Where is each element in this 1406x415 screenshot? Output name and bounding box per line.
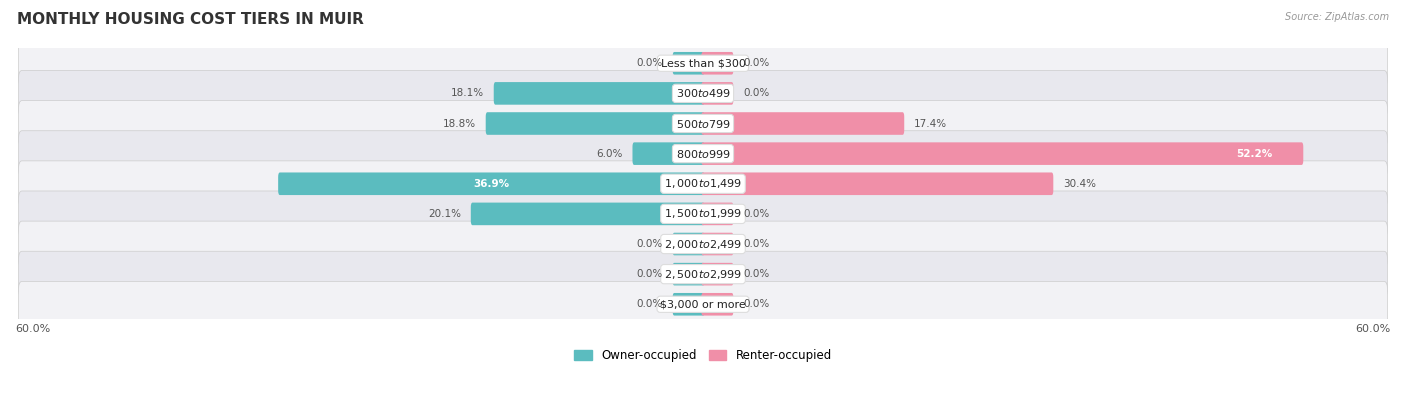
FancyBboxPatch shape	[672, 293, 704, 315]
FancyBboxPatch shape	[18, 40, 1388, 86]
FancyBboxPatch shape	[702, 112, 904, 135]
FancyBboxPatch shape	[18, 100, 1388, 146]
FancyBboxPatch shape	[633, 142, 704, 165]
FancyBboxPatch shape	[702, 233, 734, 255]
FancyBboxPatch shape	[18, 251, 1388, 297]
Text: Source: ZipAtlas.com: Source: ZipAtlas.com	[1285, 12, 1389, 22]
Legend: Owner-occupied, Renter-occupied: Owner-occupied, Renter-occupied	[574, 349, 832, 362]
FancyBboxPatch shape	[18, 161, 1388, 207]
FancyBboxPatch shape	[18, 281, 1388, 327]
FancyBboxPatch shape	[471, 203, 704, 225]
Text: 0.0%: 0.0%	[744, 299, 769, 309]
Text: 36.9%: 36.9%	[474, 179, 509, 189]
Text: 0.0%: 0.0%	[744, 209, 769, 219]
FancyBboxPatch shape	[18, 191, 1388, 237]
Text: $300 to $499: $300 to $499	[675, 88, 731, 99]
FancyBboxPatch shape	[18, 131, 1388, 176]
Text: 0.0%: 0.0%	[637, 58, 662, 68]
Text: 0.0%: 0.0%	[744, 58, 769, 68]
FancyBboxPatch shape	[702, 142, 1303, 165]
Text: $1,500 to $1,999: $1,500 to $1,999	[664, 208, 742, 220]
Text: 60.0%: 60.0%	[15, 324, 51, 334]
Text: 0.0%: 0.0%	[744, 269, 769, 279]
FancyBboxPatch shape	[485, 112, 704, 135]
Text: 20.1%: 20.1%	[427, 209, 461, 219]
Text: MONTHLY HOUSING COST TIERS IN MUIR: MONTHLY HOUSING COST TIERS IN MUIR	[17, 12, 364, 27]
FancyBboxPatch shape	[18, 221, 1388, 267]
Text: 18.1%: 18.1%	[451, 88, 484, 98]
Text: 0.0%: 0.0%	[744, 239, 769, 249]
FancyBboxPatch shape	[702, 173, 1053, 195]
FancyBboxPatch shape	[702, 82, 734, 105]
Text: 17.4%: 17.4%	[914, 119, 948, 129]
Text: 30.4%: 30.4%	[1063, 179, 1097, 189]
Text: 18.8%: 18.8%	[443, 119, 477, 129]
FancyBboxPatch shape	[672, 263, 704, 286]
FancyBboxPatch shape	[702, 293, 734, 315]
FancyBboxPatch shape	[494, 82, 704, 105]
FancyBboxPatch shape	[278, 173, 704, 195]
Text: 52.2%: 52.2%	[1237, 149, 1272, 159]
FancyBboxPatch shape	[18, 71, 1388, 116]
FancyBboxPatch shape	[672, 52, 704, 75]
Text: 0.0%: 0.0%	[637, 239, 662, 249]
Text: $2,500 to $2,999: $2,500 to $2,999	[664, 268, 742, 281]
FancyBboxPatch shape	[702, 203, 734, 225]
FancyBboxPatch shape	[702, 52, 734, 75]
Text: $1,000 to $1,499: $1,000 to $1,499	[664, 177, 742, 190]
Text: $500 to $799: $500 to $799	[675, 117, 731, 129]
FancyBboxPatch shape	[672, 233, 704, 255]
Text: 0.0%: 0.0%	[744, 88, 769, 98]
Text: $3,000 or more: $3,000 or more	[661, 299, 745, 309]
Text: 0.0%: 0.0%	[637, 299, 662, 309]
Text: Less than $300: Less than $300	[661, 58, 745, 68]
Text: 60.0%: 60.0%	[1355, 324, 1391, 334]
Text: 0.0%: 0.0%	[637, 269, 662, 279]
FancyBboxPatch shape	[702, 263, 734, 286]
Text: $2,000 to $2,499: $2,000 to $2,499	[664, 237, 742, 251]
Text: $800 to $999: $800 to $999	[675, 148, 731, 160]
Text: 6.0%: 6.0%	[596, 149, 623, 159]
